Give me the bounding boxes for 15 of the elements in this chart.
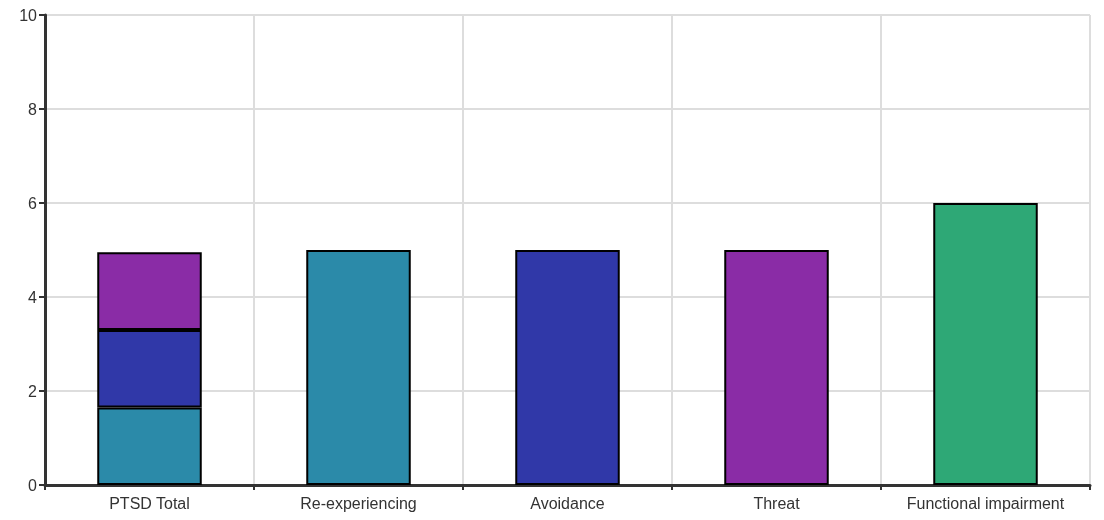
y-tick-label: 2 <box>28 382 38 400</box>
bar <box>306 250 411 485</box>
y-tick-label: 6 <box>28 194 38 212</box>
x-tick-label: Threat <box>753 494 801 512</box>
y-tick-label: 4 <box>28 288 38 306</box>
x-tick-label: Functional impairment <box>906 494 1065 512</box>
x-tick-label: Re-experiencing <box>300 494 417 512</box>
bar <box>933 203 1038 485</box>
x-tick-label: Avoidance <box>530 494 605 512</box>
y-tick-label: 0 <box>28 476 38 494</box>
y-tick-label: 8 <box>28 100 38 118</box>
y-tick-label: 10 <box>19 6 38 24</box>
bar <box>515 250 620 485</box>
x-tick-label: PTSD Total <box>109 494 190 512</box>
bar <box>724 250 829 485</box>
